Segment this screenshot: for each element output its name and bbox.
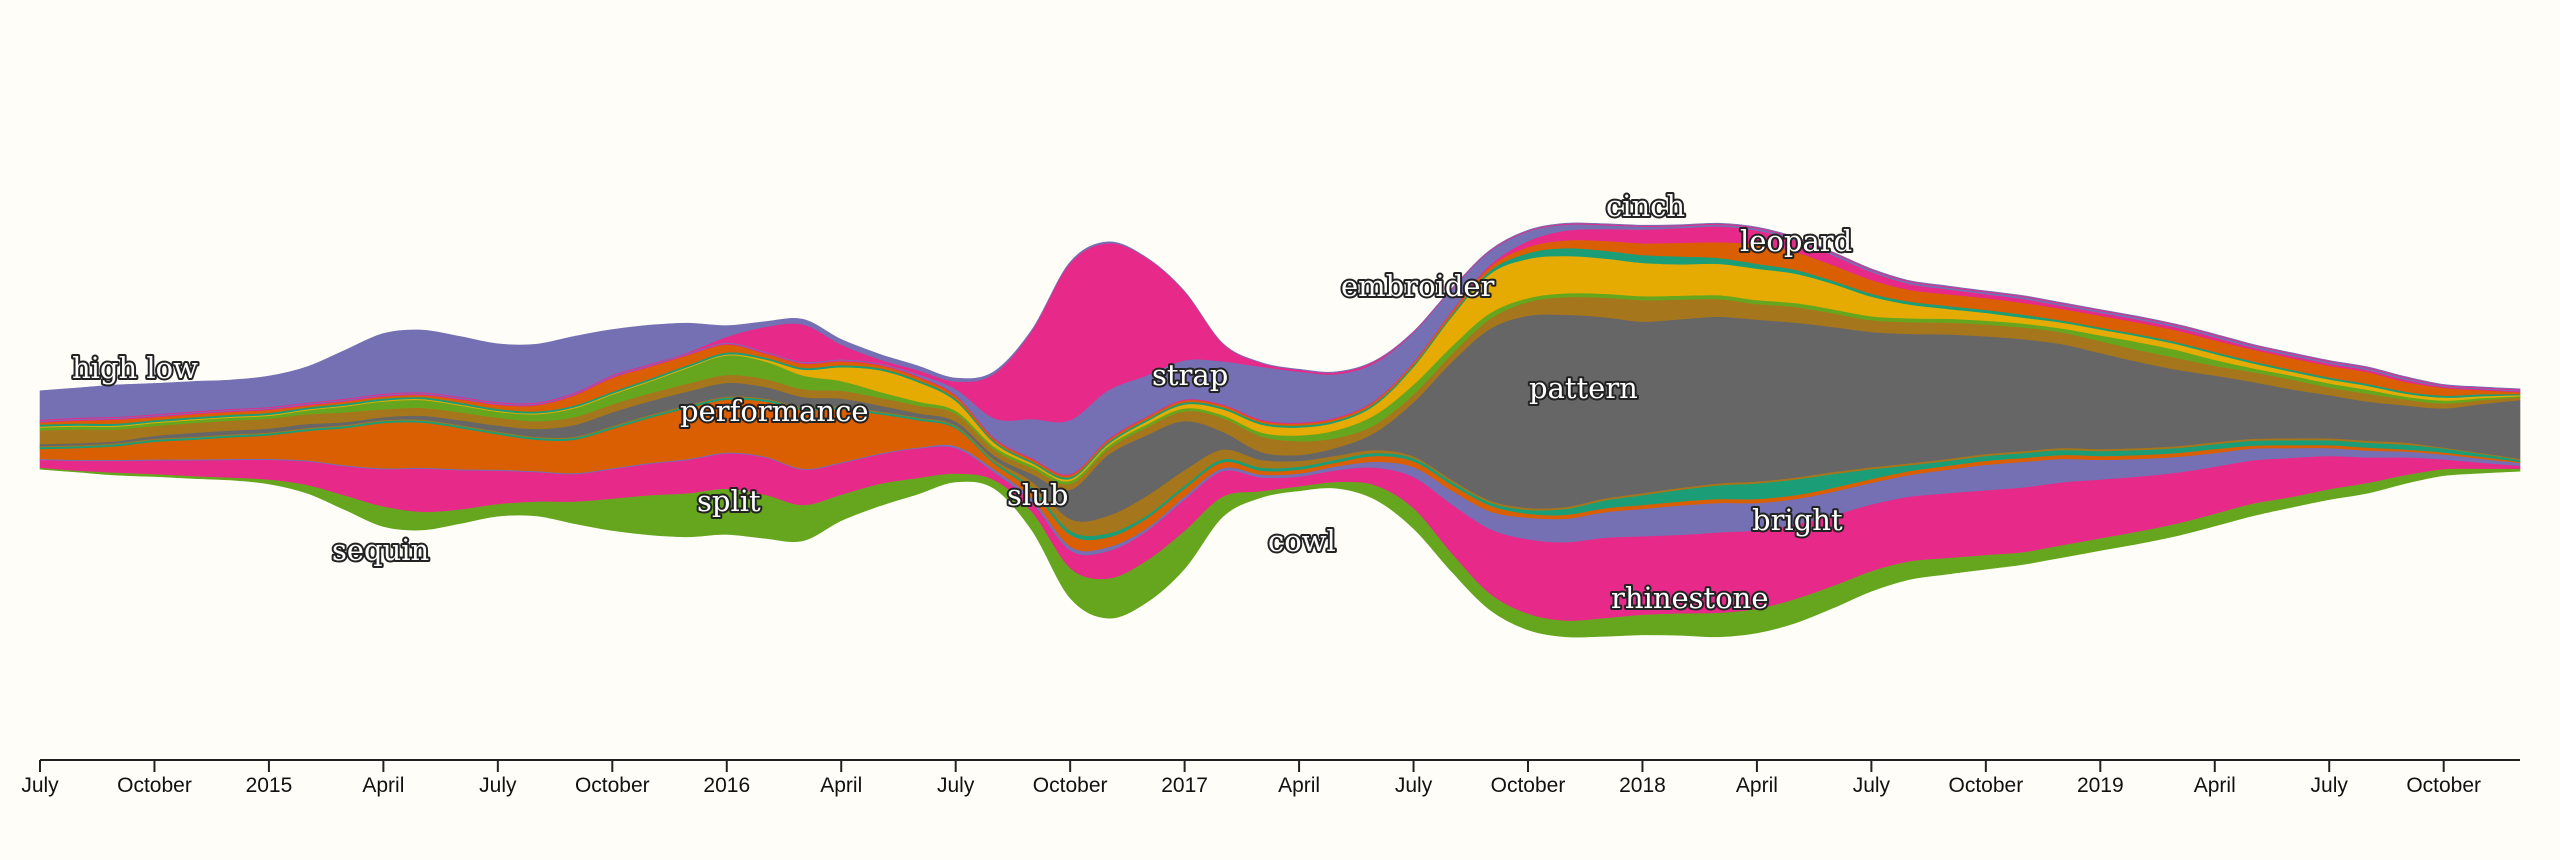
stream-label-sequin: sequin — [332, 533, 429, 567]
x-tick-label: July — [479, 774, 517, 797]
stream-label-embroider: embroider — [1341, 269, 1495, 303]
x-tick-label: 2016 — [703, 774, 750, 797]
x-tick-label: April — [1278, 774, 1320, 797]
stream-label-split: split — [697, 484, 761, 518]
stream-label-cowl: cowl — [1268, 524, 1336, 558]
x-tick-label: July — [21, 774, 59, 797]
stream-label-leopard: leopard — [1740, 224, 1852, 258]
x-tick-label: April — [362, 774, 404, 797]
stream-label-rhinestone: rhinestone — [1611, 581, 1769, 615]
stream-label-slub: slub — [1007, 478, 1068, 512]
stream-label-bright: bright — [1752, 503, 1843, 537]
stream-layers — [39, 222, 2521, 638]
x-tick-label: 2019 — [2077, 774, 2124, 797]
stream-layer-cinch — [39, 467, 2521, 638]
x-tick-label: 2017 — [1161, 774, 1208, 797]
x-tick-label: July — [1853, 774, 1891, 797]
x-tick-label: July — [2311, 774, 2349, 797]
x-tick-label: April — [1736, 774, 1778, 797]
stream-label-high-low: high low — [72, 351, 198, 385]
x-axis: July October 2015 April July October 2016 April… — [21, 759, 2520, 797]
x-tick-label: 2018 — [1619, 774, 1666, 797]
x-tick-label: October — [117, 774, 192, 797]
x-tick-label: October — [1033, 774, 1108, 797]
x-tick-label: April — [820, 774, 862, 797]
stream-label-strap: strap — [1152, 358, 1228, 392]
stream-label-cinch: cinch — [1606, 189, 1685, 223]
x-tick-label: October — [575, 774, 650, 797]
x-tick-label: July — [1395, 774, 1433, 797]
x-tick-label: October — [1491, 774, 1566, 797]
x-tick-label: 2015 — [246, 774, 293, 797]
x-tick-label: July — [937, 774, 975, 797]
x-tick-label: October — [1948, 774, 2023, 797]
stream-label-performance: performance — [680, 394, 869, 428]
x-tick-label: April — [2194, 774, 2236, 797]
stream-label-pattern: pattern — [1529, 371, 1638, 405]
stream-labels: high low performance split sequin slub strap c… — [70, 187, 1854, 617]
x-tick-label: October — [2406, 774, 2481, 797]
